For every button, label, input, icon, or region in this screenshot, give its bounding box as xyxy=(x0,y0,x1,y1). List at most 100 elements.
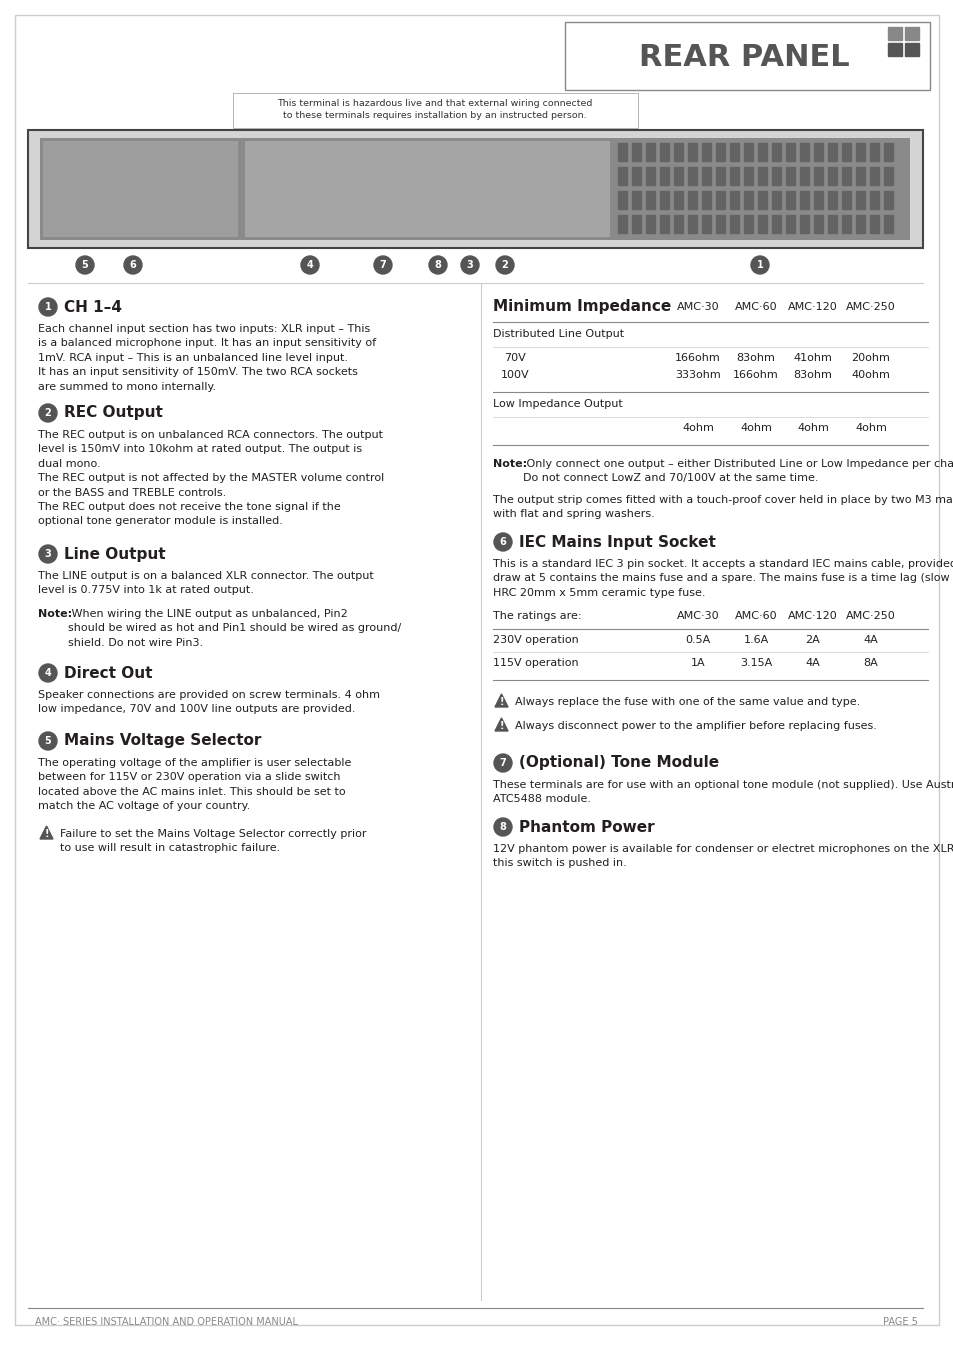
Bar xyxy=(841,167,850,185)
Text: 166ohm: 166ohm xyxy=(732,370,778,379)
Bar xyxy=(869,143,878,161)
Bar xyxy=(771,167,781,185)
Text: The ratings are:: The ratings are: xyxy=(493,612,581,621)
Bar xyxy=(841,190,850,209)
Circle shape xyxy=(301,256,318,274)
Bar xyxy=(785,215,794,234)
Polygon shape xyxy=(495,694,507,707)
FancyBboxPatch shape xyxy=(40,138,909,240)
Text: 7: 7 xyxy=(379,261,386,270)
Text: Phantom Power: Phantom Power xyxy=(518,819,654,834)
Text: Always replace the fuse with one of the same value and type.: Always replace the fuse with one of the … xyxy=(515,697,860,707)
Text: 40ohm: 40ohm xyxy=(851,370,889,379)
FancyBboxPatch shape xyxy=(564,22,929,90)
Circle shape xyxy=(494,755,512,772)
Circle shape xyxy=(494,818,512,836)
Text: 6: 6 xyxy=(499,537,506,547)
Bar xyxy=(701,190,710,209)
Bar xyxy=(618,215,626,234)
Bar xyxy=(729,190,739,209)
Text: When wiring the LINE output as unbalanced, Pin2
should be wired as hot and Pin1 : When wiring the LINE output as unbalance… xyxy=(68,609,401,648)
Text: (Optional) Tone Module: (Optional) Tone Module xyxy=(518,756,719,771)
Text: !: ! xyxy=(44,829,49,840)
Bar xyxy=(813,190,822,209)
Bar xyxy=(785,143,794,161)
Text: AMC· SERIES INSTALLATION AND OPERATION MANUAL: AMC· SERIES INSTALLATION AND OPERATION M… xyxy=(35,1318,297,1327)
Bar xyxy=(716,190,724,209)
Bar xyxy=(701,167,710,185)
Bar xyxy=(869,167,878,185)
Text: Distributed Line Output: Distributed Line Output xyxy=(493,329,623,339)
Bar xyxy=(758,190,766,209)
Text: This is a standard IEC 3 pin socket. It accepts a standard IEC mains cable, prov: This is a standard IEC 3 pin socket. It … xyxy=(493,559,953,598)
Text: Direct Out: Direct Out xyxy=(64,666,152,680)
Text: AMC·250: AMC·250 xyxy=(845,302,895,312)
Text: 0.5A: 0.5A xyxy=(684,634,710,645)
Circle shape xyxy=(494,533,512,551)
Text: AMC·30: AMC·30 xyxy=(676,302,719,312)
Bar xyxy=(645,215,655,234)
Text: 333ohm: 333ohm xyxy=(675,370,720,379)
Polygon shape xyxy=(495,718,507,730)
Bar xyxy=(800,190,808,209)
Text: 1.6A: 1.6A xyxy=(742,634,768,645)
Text: These terminals are for use with an optional tone module (not supplied). Use Aus: These terminals are for use with an opti… xyxy=(493,780,953,805)
Text: PAGE 5: PAGE 5 xyxy=(882,1318,917,1327)
Text: 230V operation: 230V operation xyxy=(493,634,578,645)
Bar xyxy=(813,215,822,234)
Bar xyxy=(659,167,668,185)
Text: 5: 5 xyxy=(45,736,51,747)
Bar xyxy=(869,190,878,209)
Bar xyxy=(827,143,836,161)
Text: Mains Voltage Selector: Mains Voltage Selector xyxy=(64,733,261,748)
Text: The operating voltage of the amplifier is user selectable
between for 115V or 23: The operating voltage of the amplifier i… xyxy=(38,757,351,811)
Text: Low Impedance Output: Low Impedance Output xyxy=(493,400,622,409)
Bar xyxy=(827,190,836,209)
Bar xyxy=(659,143,668,161)
Text: AMC·60: AMC·60 xyxy=(734,612,777,621)
Bar xyxy=(673,215,682,234)
Text: Failure to set the Mains Voltage Selector correctly prior
to use will result in : Failure to set the Mains Voltage Selecto… xyxy=(60,829,366,853)
Text: 1: 1 xyxy=(45,302,51,312)
Bar xyxy=(855,167,864,185)
Text: 1A: 1A xyxy=(690,657,704,668)
Bar xyxy=(743,167,752,185)
Text: The output strip comes fitted with a touch-proof cover held in place by two M3 m: The output strip comes fitted with a tou… xyxy=(493,495,953,520)
Bar xyxy=(673,143,682,161)
Bar xyxy=(645,190,655,209)
Text: 4ohm: 4ohm xyxy=(681,423,713,433)
Bar xyxy=(855,215,864,234)
Bar xyxy=(827,167,836,185)
Bar xyxy=(716,215,724,234)
Bar xyxy=(855,190,864,209)
Text: 83ohm: 83ohm xyxy=(736,352,775,363)
Bar xyxy=(631,215,640,234)
Bar xyxy=(758,143,766,161)
Text: 70V: 70V xyxy=(503,352,525,363)
FancyBboxPatch shape xyxy=(15,15,938,1324)
Bar xyxy=(887,27,901,40)
Text: AMC·30: AMC·30 xyxy=(676,612,719,621)
Bar xyxy=(687,167,697,185)
Text: The LINE output is on a balanced XLR connector. The output
level is 0.775V into : The LINE output is on a balanced XLR con… xyxy=(38,571,374,595)
Circle shape xyxy=(429,256,447,274)
Text: 8: 8 xyxy=(499,822,506,832)
Text: 100V: 100V xyxy=(500,370,529,379)
Polygon shape xyxy=(40,826,53,838)
Bar xyxy=(743,190,752,209)
Bar xyxy=(883,215,892,234)
Bar xyxy=(687,190,697,209)
Circle shape xyxy=(39,404,57,423)
Circle shape xyxy=(39,732,57,751)
Bar xyxy=(883,190,892,209)
Bar xyxy=(659,190,668,209)
Bar xyxy=(758,215,766,234)
Text: 4: 4 xyxy=(306,261,313,270)
Bar xyxy=(758,167,766,185)
Bar xyxy=(771,143,781,161)
Bar xyxy=(631,143,640,161)
Circle shape xyxy=(124,256,142,274)
Text: 4ohm: 4ohm xyxy=(796,423,828,433)
Bar xyxy=(883,167,892,185)
Bar xyxy=(883,143,892,161)
